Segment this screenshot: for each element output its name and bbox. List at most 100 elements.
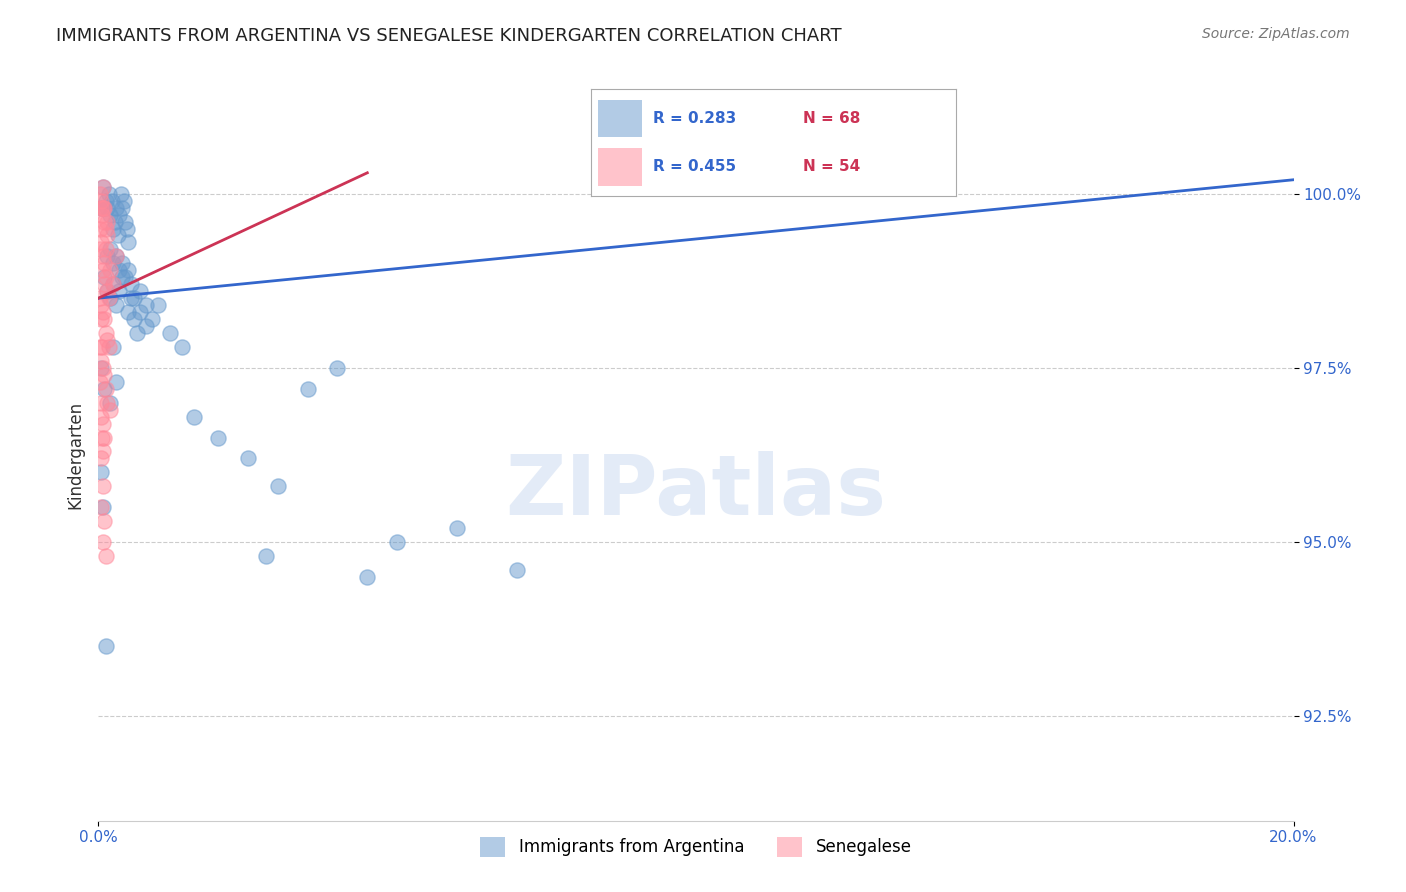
Point: [111, 270, 134, 285]
Point: [90, 395, 112, 409]
Point: [96, 284, 118, 298]
Point: [90, 298, 112, 312]
Point: [129, 305, 152, 319]
Point: [135, 298, 157, 312]
Point: [127, 326, 149, 340]
Point: [90, 201, 112, 215]
Point: [91, 535, 114, 549]
Point: [90, 235, 112, 250]
Point: [98, 340, 121, 354]
Point: [89, 186, 111, 201]
Point: [124, 312, 146, 326]
Point: [94, 549, 117, 563]
Point: [111, 201, 134, 215]
Point: [91, 179, 114, 194]
Point: [91, 305, 114, 319]
Point: [108, 284, 131, 298]
Point: [685, 173, 707, 187]
Point: [107, 228, 129, 243]
Point: [90, 466, 112, 480]
Point: [90, 500, 112, 515]
Point: [105, 201, 128, 215]
Point: [91, 430, 114, 444]
Point: [96, 395, 118, 409]
Point: [93, 214, 115, 228]
Point: [103, 277, 125, 292]
Point: [91, 201, 114, 215]
Point: [98, 402, 122, 417]
Legend: Immigrants from Argentina, Senegalese: Immigrants from Argentina, Senegalese: [474, 830, 918, 863]
Point: [93, 201, 115, 215]
Point: [103, 221, 125, 235]
Point: [120, 277, 142, 292]
Point: [94, 221, 117, 235]
Point: [103, 340, 125, 354]
Point: [98, 291, 122, 305]
Point: [96, 249, 118, 263]
Point: [90, 451, 112, 466]
Point: [91, 208, 114, 222]
Text: R = 0.455: R = 0.455: [652, 159, 735, 174]
Point: [91, 444, 114, 458]
Point: [267, 479, 290, 493]
Point: [111, 256, 134, 270]
Point: [103, 256, 125, 270]
Point: [108, 263, 131, 277]
Point: [98, 291, 121, 305]
Point: [93, 270, 115, 285]
Point: [117, 305, 139, 319]
Point: [183, 409, 205, 424]
Bar: [598, 100, 641, 137]
Point: [89, 340, 111, 354]
Point: [159, 326, 181, 340]
Point: [93, 277, 115, 292]
Point: [108, 208, 131, 222]
Point: [94, 194, 117, 208]
Point: [112, 194, 135, 208]
Point: [96, 201, 118, 215]
Point: [90, 194, 112, 208]
Point: [91, 360, 114, 375]
Text: IMMIGRANTS FROM ARGENTINA VS SENEGALESE KINDERGARTEN CORRELATION CHART: IMMIGRANTS FROM ARGENTINA VS SENEGALESE …: [56, 27, 842, 45]
Point: [96, 284, 118, 298]
Point: [124, 291, 146, 305]
Point: [93, 430, 115, 444]
Text: R = 0.283: R = 0.283: [652, 111, 735, 126]
Point: [89, 291, 111, 305]
Point: [89, 375, 111, 389]
Text: N = 54: N = 54: [803, 159, 860, 174]
Point: [254, 549, 277, 563]
Point: [94, 326, 117, 340]
Point: [91, 340, 114, 354]
Point: [148, 298, 170, 312]
Point: [93, 256, 115, 270]
Point: [94, 270, 117, 285]
Text: ZIPatlas: ZIPatlas: [506, 451, 886, 532]
Point: [115, 221, 138, 235]
Point: [110, 186, 132, 201]
Point: [91, 263, 114, 277]
Y-axis label: Kindergarten: Kindergarten: [66, 401, 84, 509]
Point: [105, 249, 128, 263]
Text: Source: ZipAtlas.com: Source: ZipAtlas.com: [1202, 27, 1350, 41]
Point: [117, 263, 139, 277]
Point: [98, 263, 122, 277]
Point: [98, 243, 122, 257]
Point: [446, 521, 468, 535]
Point: [207, 430, 229, 444]
Point: [94, 382, 117, 396]
Point: [100, 194, 122, 208]
Point: [98, 186, 121, 201]
Point: [93, 368, 115, 382]
Point: [297, 382, 319, 396]
Point: [93, 382, 115, 396]
Bar: [598, 148, 641, 186]
Point: [506, 563, 529, 577]
Point: [90, 360, 112, 375]
Point: [98, 395, 122, 409]
Point: [114, 214, 136, 228]
Point: [91, 249, 114, 263]
Point: [135, 319, 157, 334]
Point: [98, 208, 122, 222]
Point: [94, 640, 117, 654]
